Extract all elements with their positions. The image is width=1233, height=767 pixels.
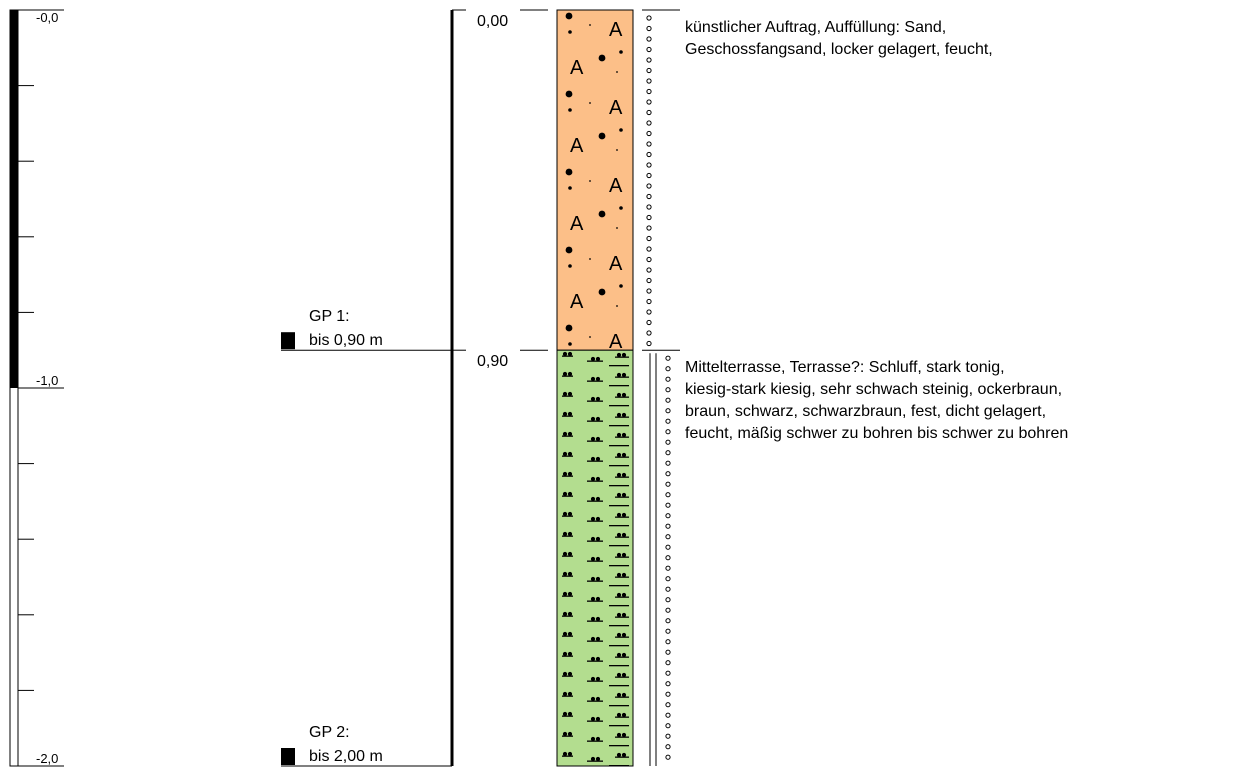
layer-pattern <box>556 349 634 767</box>
moisture-symbol <box>665 492 671 498</box>
layer-description-line: künstlicher Auftrag, Auffüllung: Sand, <box>685 19 946 36</box>
moisture-symbol <box>665 681 671 687</box>
scale-label: -1,0 <box>36 373 58 388</box>
moisture-symbol <box>665 670 671 676</box>
moisture-symbol <box>665 418 671 424</box>
sample-depth: bis 0,90 m <box>309 332 383 349</box>
moisture-symbol <box>646 141 652 147</box>
sample-markers: GP 1: bis 0,90 m GP 2: bis 2,00 m <box>281 308 452 767</box>
sample-depth: bis 2,00 m <box>309 748 383 765</box>
moisture-symbol <box>646 267 652 273</box>
moisture-symbol <box>665 376 671 382</box>
layer-description-line: kiesig-stark kiesig, sehr schwach steini… <box>685 381 1062 398</box>
moisture-symbol <box>665 723 671 729</box>
moisture-symbol <box>665 639 671 645</box>
scale-labels: -0,0 -1,0 -2,0 <box>18 9 64 767</box>
moisture-symbol <box>665 576 671 582</box>
moisture-symbol <box>646 162 652 168</box>
layer-description-line: Geschossfangsand, locker gelagert, feuch… <box>685 41 993 58</box>
moisture-symbol <box>665 565 671 571</box>
moisture-symbol <box>665 649 671 655</box>
moisture-symbol <box>646 256 652 263</box>
moisture-symbol <box>646 214 652 221</box>
moisture-symbol <box>665 460 671 466</box>
moisture-symbol <box>665 544 671 550</box>
moisture-symbol <box>665 691 671 697</box>
layer-top-depth: 0,00 <box>477 13 508 30</box>
moisture-symbol <box>665 429 671 435</box>
moisture-symbol <box>646 130 652 137</box>
moisture-symbol <box>665 754 671 760</box>
moisture-symbol <box>646 151 652 158</box>
moisture-symbol <box>646 288 652 294</box>
moisture-symbol <box>646 225 652 231</box>
moisture-symbol <box>665 607 671 613</box>
moisture-symbol <box>665 733 671 739</box>
moisture-symbol <box>646 88 652 95</box>
moisture-symbol <box>646 78 652 84</box>
moisture-symbol <box>646 319 652 326</box>
layer-description-line: Mittelterrasse, Terrasse?: Schluff, star… <box>685 359 1005 376</box>
moisture-symbol <box>646 340 652 347</box>
moisture-symbol <box>665 366 671 372</box>
moisture-symbol <box>646 183 652 189</box>
sample-name: GP 1: <box>309 308 350 325</box>
moisture-symbol <box>665 439 671 445</box>
moisture-symbol <box>646 193 652 200</box>
scale-ticks <box>18 85 34 691</box>
layer-description-line: braun, schwarz, schwarzbraun, fest, dich… <box>685 403 1046 420</box>
moisture-symbol <box>665 618 671 624</box>
moisture-symbol <box>665 660 671 666</box>
moisture-symbol <box>665 597 671 603</box>
layer-top-depth: 0,90 <box>477 353 508 370</box>
moisture-symbol <box>646 25 652 32</box>
scale-label: -0,0 <box>36 10 58 25</box>
moisture-symbol <box>646 172 652 179</box>
moisture-symbol <box>665 355 671 361</box>
moisture-symbol <box>665 586 671 592</box>
moisture-symbol <box>646 46 652 53</box>
layer-pattern <box>556 9 634 351</box>
moisture-symbol <box>646 246 652 252</box>
scale-label: -2,0 <box>36 751 58 766</box>
moisture-symbol <box>646 15 652 21</box>
sample-marker <box>281 332 295 350</box>
moisture-symbol <box>646 277 652 284</box>
moisture-symbol <box>665 502 671 508</box>
layer-column: 0,00 0,90 <box>452 9 680 767</box>
moisture-symbol <box>646 99 652 105</box>
moisture-symbol <box>665 471 671 477</box>
moisture-symbol <box>665 744 671 750</box>
moisture-symbol <box>665 513 671 519</box>
layer-description-line: feucht, mäßig schwer zu bohren bis schwe… <box>685 425 1068 442</box>
sample-name: GP 2: <box>309 724 350 741</box>
moisture-symbol <box>665 397 671 403</box>
depth-scale: -0,0 -1,0 -2,0 <box>9 9 64 767</box>
moisture-symbol <box>665 450 671 456</box>
moisture-symbol <box>665 702 671 708</box>
moisture-symbol <box>665 712 671 718</box>
moisture-symbol <box>665 534 671 540</box>
moisture-symbol <box>646 109 652 116</box>
moisture-symbol <box>646 120 652 126</box>
moisture-symbol <box>665 408 671 414</box>
moisture-symbol <box>646 330 652 336</box>
moisture-symbol <box>646 67 652 74</box>
moisture-symbol <box>646 57 652 63</box>
moisture-symbol <box>646 235 652 242</box>
moisture-symbol <box>665 387 671 393</box>
scale-bar-filled-part <box>10 10 18 388</box>
sample-marker <box>281 748 295 765</box>
moisture-symbol <box>646 36 652 42</box>
moisture-symbol <box>665 523 671 529</box>
moisture-symbol <box>665 628 671 634</box>
moisture-symbol <box>646 298 652 305</box>
moisture-symbol <box>646 309 652 315</box>
moisture-symbol <box>665 481 671 487</box>
moisture-symbol <box>646 204 652 210</box>
moisture-symbol <box>665 555 671 561</box>
layer-descriptions: künstlicher Auftrag, Auffüllung: Sand, Ge… <box>685 19 1068 442</box>
